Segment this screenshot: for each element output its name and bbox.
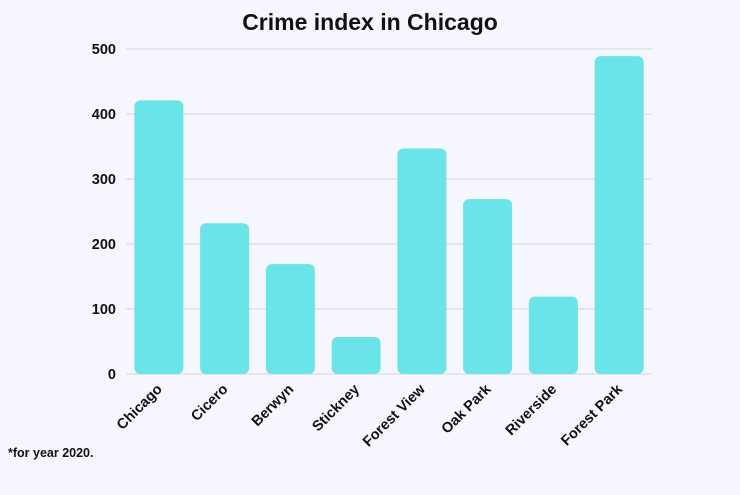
- bar-stickney: [331, 336, 381, 374]
- x-tick-label: Stickney: [309, 382, 362, 435]
- x-tick-label: Forest View: [360, 381, 429, 450]
- y-tick-label: 100: [92, 302, 116, 318]
- y-tick-label: 200: [92, 237, 116, 253]
- bars: [134, 56, 644, 375]
- bar-riverside: [528, 296, 578, 374]
- x-tick-label: Oak Park: [439, 381, 495, 437]
- y-tick-label: 400: [92, 107, 116, 123]
- bar-berwyn: [265, 264, 315, 374]
- y-axis-ticks: 0 100 200 300 400 500: [92, 42, 116, 383]
- y-tick-label: 0: [108, 367, 116, 383]
- x-tick-label: Berwyn: [249, 382, 297, 430]
- chart-title: Crime index in Chicago: [242, 9, 498, 35]
- x-tick-label: Chicago: [114, 381, 166, 433]
- bar-forest-park: [594, 56, 644, 375]
- x-tick-label: Riverside: [503, 382, 560, 439]
- bar-forest-view: [397, 148, 447, 374]
- x-tick-label: Cicero: [188, 381, 231, 424]
- x-tick-label: Forest Park: [558, 381, 626, 449]
- bar-chicago: [134, 100, 184, 374]
- bar-oak-park: [463, 199, 513, 374]
- y-tick-label: 500: [92, 42, 116, 58]
- y-tick-label: 300: [92, 172, 116, 188]
- footnote: *for year 2020.: [8, 446, 94, 460]
- bar-cicero: [200, 223, 250, 374]
